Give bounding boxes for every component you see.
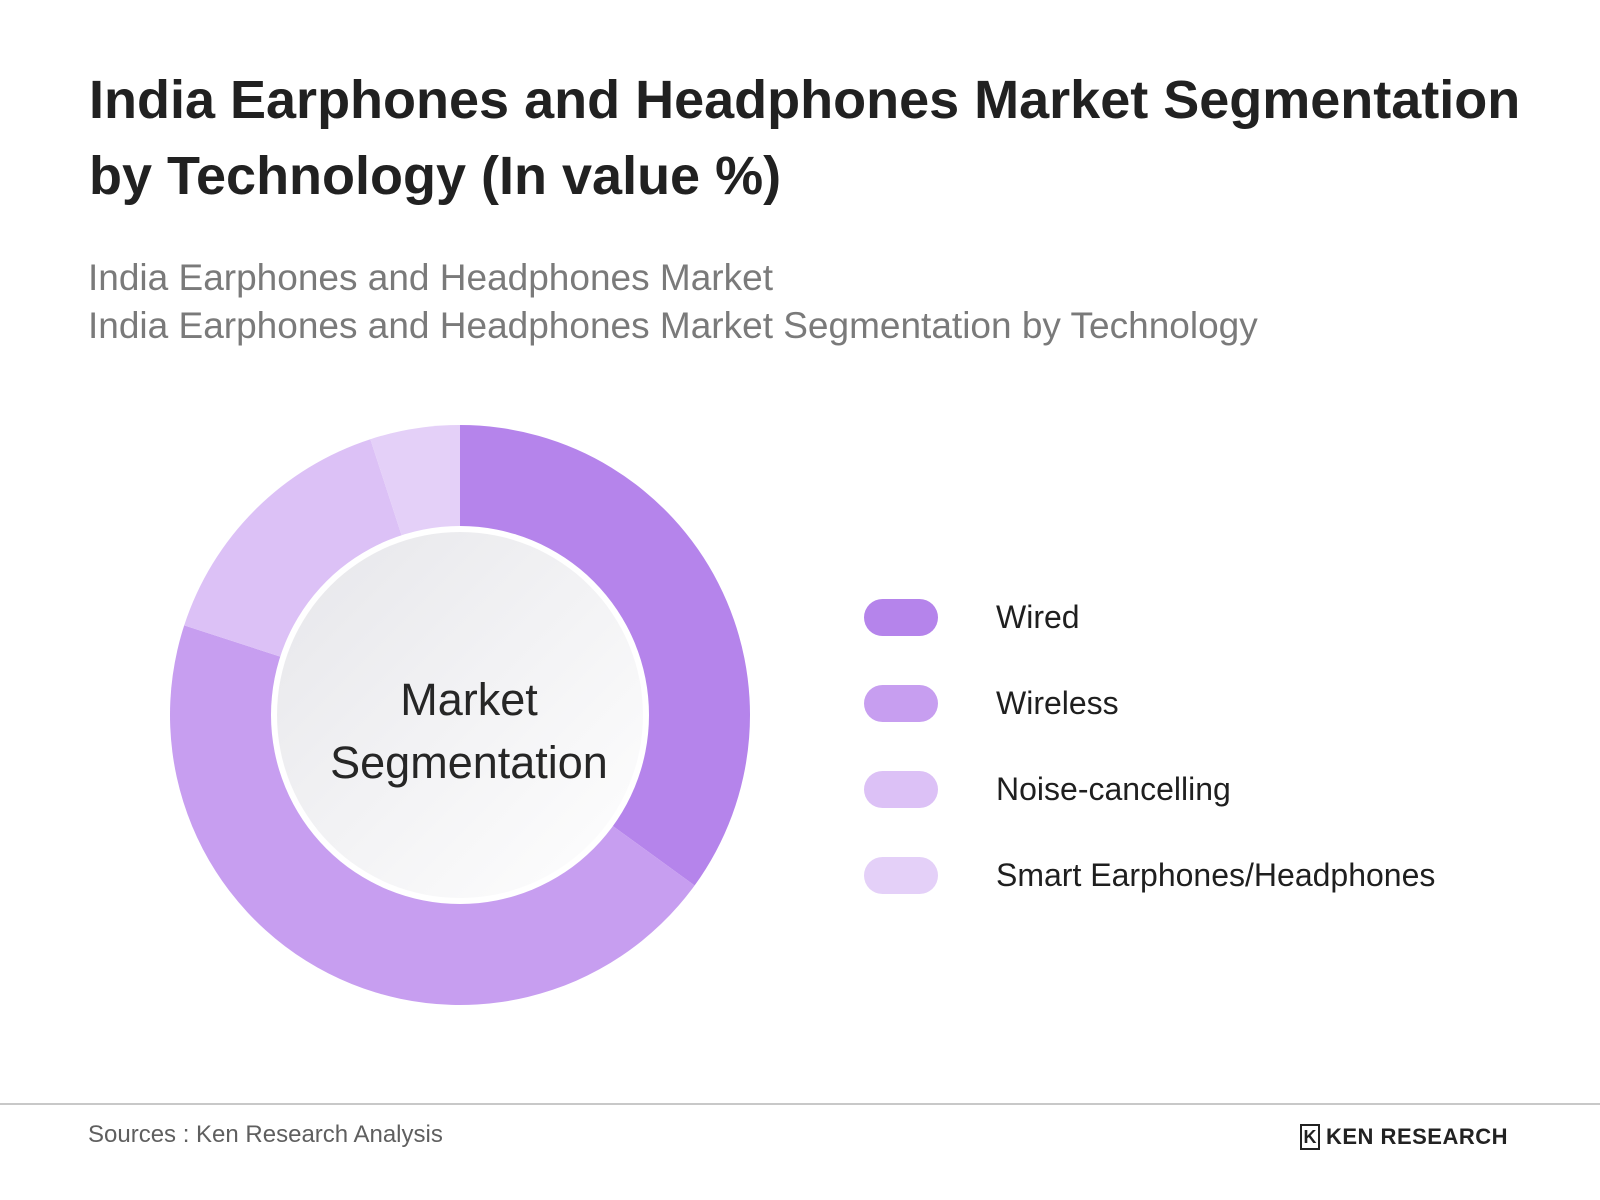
logo-text: KEN RESEARCH bbox=[1326, 1124, 1509, 1149]
chart-subtitle: India Earphones and Headphones Market In… bbox=[88, 254, 1528, 350]
sources-note: Sources : Ken Research Analysis bbox=[88, 1121, 443, 1148]
legend-label: Noise-cancelling bbox=[996, 770, 1231, 807]
legend-item-smart: Smart Earphones/Headphones bbox=[864, 856, 1435, 894]
legend-swatch bbox=[864, 856, 938, 894]
legend-item-wireless: Wireless bbox=[864, 684, 1435, 722]
subtitle-line: India Earphones and Headphones Market Se… bbox=[88, 305, 1258, 346]
center-label-line: Segmentation bbox=[330, 737, 608, 788]
legend-item-noise-cancelling: Noise-cancelling bbox=[864, 770, 1435, 808]
logo-mark-icon: K bbox=[1300, 1124, 1320, 1150]
chart-legend: Wired Wireless Noise-cancelling Smart Ea… bbox=[864, 598, 1435, 942]
legend-label: Smart Earphones/Headphones bbox=[996, 856, 1436, 893]
donut-chart bbox=[169, 425, 751, 1006]
footer-divider bbox=[0, 1103, 1600, 1105]
legend-label: Wireless bbox=[996, 684, 1119, 721]
chart-title: India Earphones and Headphones Market Se… bbox=[89, 70, 1521, 206]
donut-center-label: Market Segmentation bbox=[303, 668, 635, 794]
ken-research-logo: K KEN RESEARCH bbox=[1300, 1124, 1508, 1150]
legend-label: Wired bbox=[996, 598, 1080, 635]
legend-swatch bbox=[864, 598, 938, 636]
legend-swatch bbox=[864, 684, 938, 722]
subtitle-line: India Earphones and Headphones Market bbox=[88, 257, 773, 298]
center-label-line: Market bbox=[400, 674, 538, 725]
legend-swatch bbox=[864, 770, 938, 808]
legend-item-wired: Wired bbox=[864, 598, 1435, 636]
donut-hole bbox=[277, 532, 643, 898]
